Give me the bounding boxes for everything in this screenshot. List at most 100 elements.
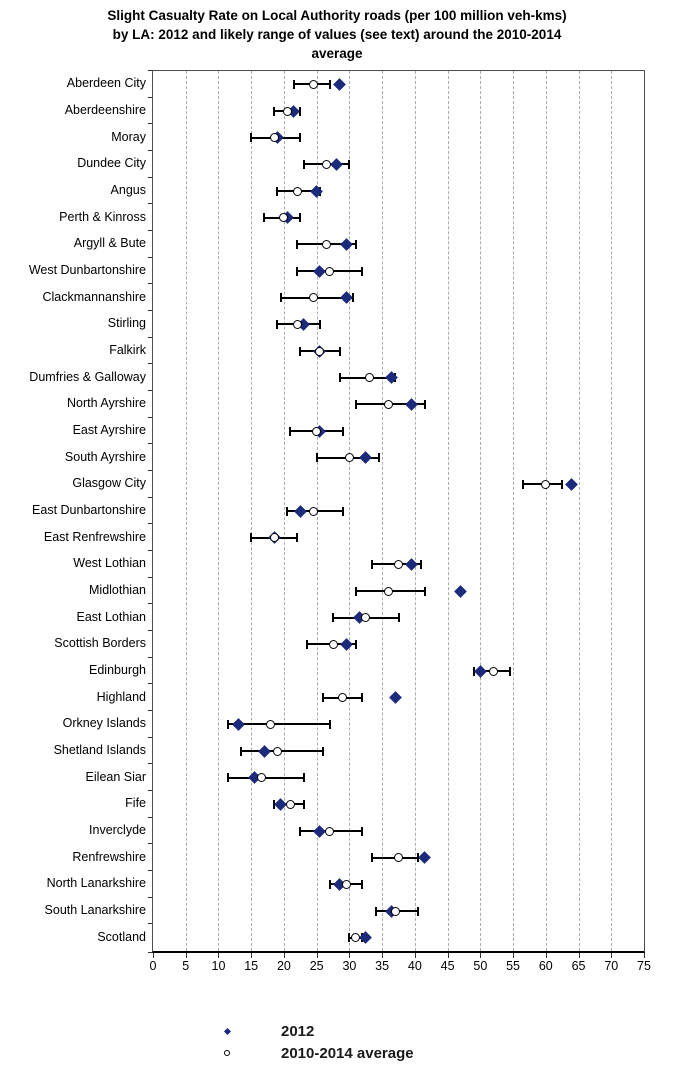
marker-average-circle — [338, 693, 348, 703]
category-label: Clackmannanshire — [42, 289, 146, 304]
x-axis-tick-label: 0 — [149, 959, 157, 973]
marker-2012-diamond — [418, 851, 432, 865]
marker-2012-diamond — [388, 691, 402, 705]
range-bar-cap-low — [521, 479, 524, 489]
range-bar — [228, 776, 304, 779]
x-axis-tick-label: 35 — [375, 959, 390, 973]
category-label: Glasgow City — [72, 476, 146, 491]
chart-legend: 2012 2010-2014 average — [219, 1020, 414, 1064]
marker-average-circle — [394, 559, 403, 569]
x-axis-tick-label: 55 — [506, 959, 521, 973]
y-axis-tick — [148, 257, 152, 258]
marker-average-circle — [256, 773, 266, 783]
category-label: East Dunbartonshire — [32, 503, 146, 517]
range-bar-cap-low — [322, 693, 325, 703]
range-bar-cap-low — [348, 933, 351, 943]
category-label: South Ayrshire — [64, 449, 146, 464]
x-axis-tick-label: 60 — [538, 959, 553, 973]
range-bar-cap-high — [296, 533, 299, 543]
marker-2012-diamond — [329, 157, 343, 171]
marker-average-circle — [328, 639, 338, 649]
range-bar-cap-high — [302, 773, 305, 783]
category-label: East Lothian — [76, 609, 147, 624]
marker-average-circle — [341, 879, 351, 889]
range-bar-cap-low — [240, 746, 243, 756]
range-bar-cap-high — [354, 239, 357, 249]
x-axis-tick-label: 40 — [407, 959, 422, 973]
category-label: Angus — [110, 183, 146, 197]
y-axis-tick — [148, 417, 152, 418]
marker-average-circle — [285, 799, 295, 809]
marker-average-circle — [308, 79, 318, 89]
x-axis-tick-label: 50 — [473, 959, 488, 973]
x-axis-tick-label: 25 — [309, 959, 324, 973]
marker-2012-diamond — [454, 584, 468, 598]
marker-average-circle — [325, 266, 335, 276]
category-label: Aberdeen City — [66, 76, 146, 91]
x-axis-tick-label: 70 — [604, 959, 619, 973]
gridline-65 — [578, 71, 580, 951]
y-axis-tick — [148, 363, 152, 364]
x-axis-tick — [611, 953, 613, 958]
category-label: North Ayrshire — [67, 396, 146, 411]
legend-average-circle-icon — [224, 1050, 230, 1056]
range-bar-cap-low — [276, 319, 279, 329]
marker-average-circle — [292, 319, 302, 329]
x-axis-tick — [218, 953, 220, 958]
range-bar-cap-low — [315, 453, 318, 463]
marker-2012-diamond — [333, 77, 346, 91]
y-axis-tick — [148, 177, 152, 178]
marker-average-circle — [308, 293, 318, 303]
range-bar — [228, 723, 330, 726]
range-bar-cap-high — [341, 506, 344, 516]
y-axis-tick — [148, 310, 152, 311]
y-axis-tick — [148, 630, 152, 631]
marker-average-circle — [325, 826, 335, 836]
marker-average-circle — [321, 239, 331, 249]
y-axis-tick — [148, 390, 152, 391]
range-bar-cap-low — [296, 266, 299, 276]
x-axis-tick-label: 65 — [571, 959, 586, 973]
category-label: Highland — [96, 689, 146, 704]
range-bar-cap-high — [299, 133, 302, 143]
x-axis-tick — [382, 953, 384, 958]
y-axis-tick — [148, 550, 152, 551]
range-bar-cap-high — [417, 853, 420, 863]
marker-average-circle — [384, 586, 394, 596]
x-axis-tick-label: 20 — [276, 959, 291, 973]
marker-2012-diamond — [359, 451, 373, 465]
range-bar-cap-high — [508, 666, 511, 676]
x-axis-tick — [251, 953, 253, 958]
gridline-40 — [414, 71, 416, 951]
category-label: Inverclyde — [89, 823, 146, 837]
range-bar-cap-low — [302, 159, 305, 169]
range-bar-cap-low — [354, 586, 357, 596]
x-axis-tick-label: 45 — [440, 959, 455, 973]
category-label: Eilean Siar — [85, 769, 146, 784]
marker-average-circle — [364, 373, 374, 383]
range-bar-cap-low — [296, 239, 299, 249]
x-axis-tick-label: 10 — [211, 959, 226, 973]
y-axis-tick — [148, 283, 152, 284]
category-label: Falkirk — [109, 343, 146, 357]
category-label: Renfrewshire — [72, 849, 146, 864]
marker-average-circle — [384, 399, 394, 409]
x-axis-tick — [480, 953, 482, 958]
range-bar-cap-low — [328, 879, 331, 889]
x-axis-tick-label: 5 — [182, 959, 190, 973]
range-bar-cap-high — [322, 746, 325, 756]
marker-2012-diamond — [385, 371, 399, 385]
x-axis-tick — [349, 953, 351, 958]
marker-average-circle — [488, 666, 498, 676]
marker-average-circle — [272, 746, 282, 756]
gridline-10 — [218, 71, 220, 951]
gridline-45 — [447, 71, 449, 951]
range-bar-cap-low — [227, 773, 230, 783]
marker-average-circle — [351, 933, 361, 943]
y-axis-tick — [148, 123, 152, 124]
range-bar-cap-high — [377, 453, 380, 463]
category-label: Stirling — [107, 316, 146, 331]
marker-2012-diamond — [231, 717, 245, 731]
range-bar-cap-high — [348, 159, 351, 169]
